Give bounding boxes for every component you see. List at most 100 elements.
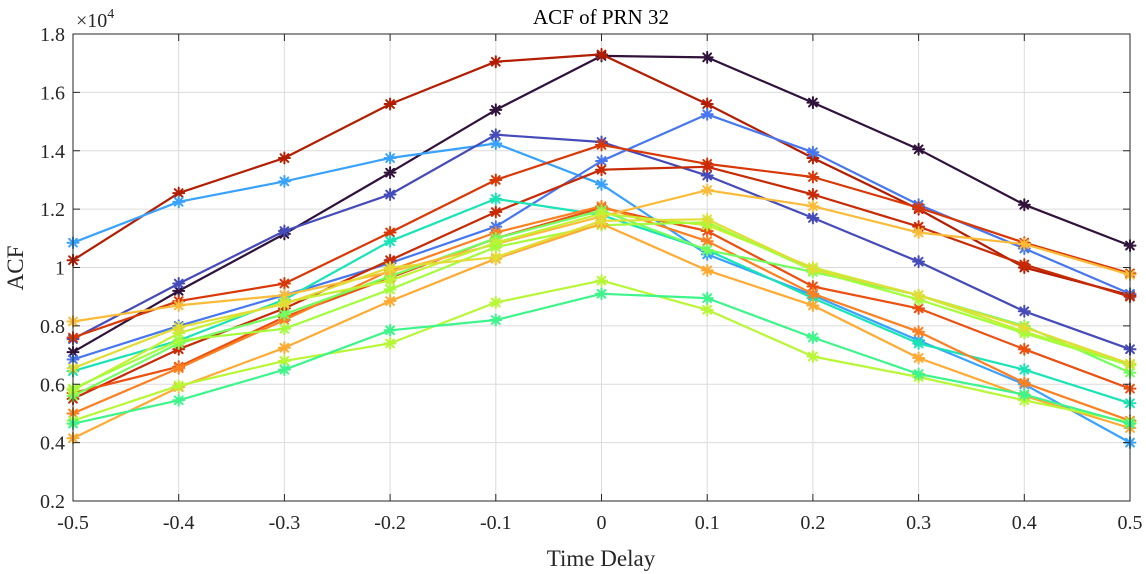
data-point-marker — [700, 160, 714, 174]
y-exponent-label: ×104 — [76, 7, 114, 32]
data-point-marker — [912, 225, 926, 239]
x-tick-label: 0 — [597, 512, 607, 534]
data-point-marker — [172, 298, 186, 312]
data-point-marker — [489, 313, 503, 327]
data-point-marker — [383, 253, 397, 267]
chart-title: ACF of PRN 32 — [533, 5, 669, 29]
data-point-marker — [277, 354, 291, 368]
data-point-marker — [700, 107, 714, 121]
data-point-marker — [806, 279, 820, 293]
data-point-marker — [489, 103, 503, 117]
data-point-marker — [595, 163, 608, 177]
y-tick-label: 0.8 — [40, 316, 65, 338]
data-point-marker — [383, 166, 397, 180]
x-tick-label: 0.4 — [1012, 512, 1037, 534]
x-tick-label: 0.5 — [1118, 512, 1143, 534]
data-point-marker — [277, 363, 291, 377]
data-point-marker — [806, 199, 820, 213]
data-point-marker — [489, 192, 503, 206]
data-point-marker — [383, 234, 397, 248]
data-point-marker — [700, 50, 714, 64]
x-tick-label: 0.3 — [906, 512, 931, 534]
data-point-marker — [806, 350, 820, 364]
y-tick-label: 1.2 — [40, 199, 65, 221]
data-point-marker — [277, 341, 291, 355]
data-point-marker — [700, 291, 714, 305]
data-point-marker — [912, 336, 926, 350]
data-point-marker — [700, 97, 714, 111]
data-point-marker — [172, 393, 186, 407]
data-point-marker — [1017, 198, 1031, 212]
data-point-marker — [700, 212, 714, 226]
data-point-marker — [277, 277, 291, 291]
data-point-marker — [912, 351, 926, 365]
x-tick-label: -0.5 — [57, 512, 89, 534]
data-point-marker — [489, 250, 503, 264]
data-point-marker — [383, 188, 397, 202]
y-tick-label: 1.6 — [40, 82, 65, 104]
data-point-marker — [1017, 363, 1031, 377]
y-exponent-base: ×10 — [76, 10, 107, 32]
axis-ticks: -0.5 -0.4 -0.3 -0.2 -0.1 0 0.1 0.2 0.3 0.4 0.5 0.2 0… — [40, 24, 1143, 534]
data-point-marker — [700, 303, 714, 317]
data-point-marker — [1017, 342, 1031, 356]
data-point-marker — [277, 224, 291, 238]
data-point-marker — [595, 138, 608, 152]
data-point-marker — [1017, 304, 1031, 318]
data-point-marker — [806, 211, 820, 225]
data-point-marker — [595, 274, 608, 288]
data-point-marker — [806, 170, 820, 184]
data-point-marker — [1017, 320, 1031, 334]
data-point-marker — [595, 207, 608, 220]
data-point-marker — [172, 361, 186, 375]
data-point-marker — [700, 234, 714, 248]
data-point-marker — [912, 142, 926, 156]
data-point-marker — [700, 263, 714, 277]
y-tick-label: 1.8 — [40, 24, 65, 46]
data-point-marker — [172, 320, 186, 334]
y-tick-label: 0.2 — [40, 491, 65, 513]
data-point-marker — [489, 205, 503, 219]
data-point-marker — [806, 331, 820, 345]
data-point-marker — [383, 294, 397, 308]
data-point-marker — [806, 145, 820, 159]
x-tick-label: -0.3 — [269, 512, 301, 534]
data-point-marker — [1017, 258, 1031, 272]
data-point-marker — [383, 336, 397, 350]
data-point-marker — [172, 277, 186, 291]
data-point-marker — [172, 186, 186, 200]
data-point-marker — [595, 47, 608, 61]
data-point-marker — [912, 255, 926, 269]
data-point-marker — [806, 287, 820, 301]
y-axis-title: ACF — [3, 246, 28, 291]
x-axis-title: Time Delay — [547, 546, 656, 571]
data-point-marker — [595, 214, 608, 228]
data-point-marker — [383, 261, 397, 274]
y-tick-label: 1 — [55, 258, 65, 280]
data-point-marker — [912, 301, 926, 315]
data-point-marker — [912, 325, 926, 339]
data-point-marker — [912, 288, 926, 302]
data-point-marker — [277, 322, 291, 336]
x-tick-label: -0.4 — [163, 512, 195, 534]
data-point-marker — [806, 96, 820, 110]
data-point-marker — [383, 323, 397, 337]
data-point-marker — [489, 128, 503, 142]
data-point-marker — [383, 282, 397, 296]
y-exponent-power: 4 — [107, 7, 114, 22]
x-tick-label: 0.1 — [695, 512, 720, 534]
data-point-marker — [806, 188, 820, 202]
data-point-marker — [383, 225, 397, 239]
data-point-marker — [277, 151, 291, 165]
data-point-marker — [172, 379, 186, 393]
data-point-marker — [595, 287, 608, 301]
data-point-marker — [277, 297, 291, 311]
data-point-marker — [383, 97, 397, 111]
data-point-marker — [912, 201, 926, 215]
data-point-marker — [277, 307, 291, 321]
y-tick-label: 0.4 — [40, 433, 65, 455]
data-point-marker — [277, 174, 291, 188]
data-point-marker — [172, 195, 186, 209]
y-tick-label: 1.4 — [40, 141, 65, 163]
